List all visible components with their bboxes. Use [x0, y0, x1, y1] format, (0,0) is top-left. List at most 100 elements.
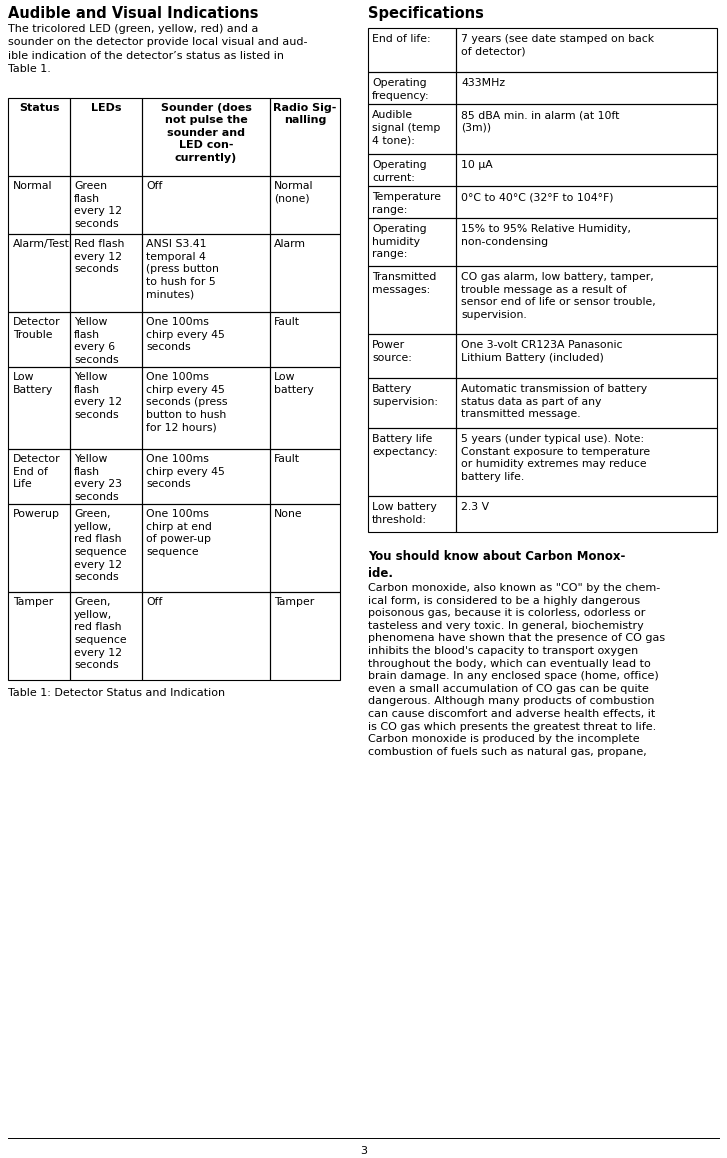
Text: Detector
End of
Life: Detector End of Life: [13, 454, 60, 490]
Text: is CO gas which presents the greatest threat to life.: is CO gas which presents the greatest th…: [368, 721, 656, 732]
Bar: [270, 176, 340, 234]
Bar: [456, 496, 717, 532]
Text: 85 dBA min. in alarm (at 10ft
(3m)): 85 dBA min. in alarm (at 10ft (3m)): [461, 110, 619, 133]
Text: 15% to 95% Relative Humidity,
non-condensing: 15% to 95% Relative Humidity, non-conden…: [461, 223, 631, 247]
Bar: [270, 449, 340, 504]
Bar: [142, 592, 270, 680]
Bar: [368, 266, 456, 334]
Bar: [368, 496, 456, 532]
Text: Radio Sig-
nalling: Radio Sig- nalling: [273, 103, 337, 125]
Text: Low battery
threshold:: Low battery threshold:: [372, 503, 437, 525]
Bar: [70, 592, 142, 680]
Text: can cause discomfort and adverse health effects, it: can cause discomfort and adverse health …: [368, 709, 655, 719]
Bar: [368, 378, 456, 428]
Text: Table 1: Detector Status and Indication: Table 1: Detector Status and Indication: [8, 688, 225, 698]
Text: Carbon monoxide is produced by the incomplete: Carbon monoxide is produced by the incom…: [368, 734, 640, 745]
Text: ANSI S3.41
temporal 4
(press button
to hush for 5
minutes): ANSI S3.41 temporal 4 (press button to h…: [146, 239, 219, 300]
Text: Status: Status: [19, 103, 59, 113]
Text: The tricolored LED (green, yellow, red) and a
sounder on the detector provide lo: The tricolored LED (green, yellow, red) …: [8, 24, 308, 74]
Bar: [70, 234, 142, 312]
Bar: [8, 449, 70, 504]
Text: Audible and Visual Indications: Audible and Visual Indications: [8, 6, 259, 21]
Text: Operating
current:: Operating current:: [372, 160, 427, 183]
Text: Alarm: Alarm: [274, 239, 306, 249]
Text: dangerous. Although many products of combustion: dangerous. Although many products of com…: [368, 696, 654, 706]
Text: One 100ms
chirp every 45
seconds: One 100ms chirp every 45 seconds: [146, 454, 225, 490]
Bar: [8, 312, 70, 367]
Bar: [70, 98, 142, 176]
Text: Operating
frequency:: Operating frequency:: [372, 78, 430, 101]
Text: 2.3 V: 2.3 V: [461, 503, 489, 512]
Text: brain damage. In any enclosed space (home, office): brain damage. In any enclosed space (hom…: [368, 672, 659, 681]
Bar: [368, 154, 456, 186]
Text: Power
source:: Power source:: [372, 340, 412, 362]
Text: CO gas alarm, low battery, tamper,
trouble message as a result of
sensor end of : CO gas alarm, low battery, tamper, troub…: [461, 272, 656, 320]
Text: One 3-volt CR123A Panasonic
Lithium Battery (included): One 3-volt CR123A Panasonic Lithium Batt…: [461, 340, 622, 362]
Bar: [270, 592, 340, 680]
Bar: [270, 234, 340, 312]
Bar: [142, 312, 270, 367]
Text: Powerup: Powerup: [13, 510, 60, 519]
Text: Off: Off: [146, 598, 162, 607]
Text: Green
flash
every 12
seconds: Green flash every 12 seconds: [74, 181, 122, 229]
Text: Red flash
every 12
seconds: Red flash every 12 seconds: [74, 239, 124, 274]
Text: even a small accumulation of CO gas can be quite: even a small accumulation of CO gas can …: [368, 684, 649, 694]
Bar: [8, 592, 70, 680]
Bar: [270, 312, 340, 367]
Text: 3: 3: [360, 1146, 367, 1156]
Text: Yellow
flash
every 6
seconds: Yellow flash every 6 seconds: [74, 317, 119, 365]
Bar: [70, 504, 142, 592]
Bar: [142, 504, 270, 592]
Bar: [456, 28, 717, 72]
Bar: [8, 234, 70, 312]
Text: Green,
yellow,
red flash
sequence
every 12
seconds: Green, yellow, red flash sequence every …: [74, 598, 126, 670]
Bar: [456, 154, 717, 186]
Text: Low
Battery: Low Battery: [13, 372, 53, 395]
Bar: [70, 367, 142, 449]
Bar: [142, 98, 270, 176]
Text: 5 years (under typical use). Note:
Constant exposure to temperature
or humidity : 5 years (under typical use). Note: Const…: [461, 434, 650, 482]
Text: Battery life
expectancy:: Battery life expectancy:: [372, 434, 438, 456]
Bar: [8, 176, 70, 234]
Text: Yellow
flash
every 23
seconds: Yellow flash every 23 seconds: [74, 454, 122, 501]
Bar: [456, 186, 717, 218]
Text: Fault: Fault: [274, 454, 300, 464]
Text: None: None: [274, 510, 302, 519]
Text: combustion of fuels such as natural gas, propane,: combustion of fuels such as natural gas,…: [368, 747, 647, 757]
Bar: [456, 72, 717, 104]
Text: LEDs: LEDs: [91, 103, 121, 113]
Text: Sounder (does
not pulse the
sounder and
LED con-
currently): Sounder (does not pulse the sounder and …: [161, 103, 252, 162]
Bar: [8, 504, 70, 592]
Bar: [456, 218, 717, 266]
Text: poisonous gas, because it is colorless, odorless or: poisonous gas, because it is colorless, …: [368, 608, 646, 618]
Text: One 100ms
chirp every 45
seconds: One 100ms chirp every 45 seconds: [146, 317, 225, 352]
Text: 7 years (see date stamped on back
of detector): 7 years (see date stamped on back of det…: [461, 34, 654, 57]
Text: Tamper: Tamper: [274, 598, 314, 607]
Bar: [270, 504, 340, 592]
Text: Automatic transmission of battery
status data as part of any
transmitted message: Automatic transmission of battery status…: [461, 384, 647, 419]
Text: Alarm/Test: Alarm/Test: [13, 239, 70, 249]
Text: Off: Off: [146, 181, 162, 191]
Bar: [368, 72, 456, 104]
Text: phenomena have shown that the presence of CO gas: phenomena have shown that the presence o…: [368, 633, 665, 644]
Bar: [70, 176, 142, 234]
Text: End of life:: End of life:: [372, 34, 430, 44]
Text: One 100ms
chirp every 45
seconds (press
button to hush
for 12 hours): One 100ms chirp every 45 seconds (press …: [146, 372, 228, 433]
Text: 433MHz: 433MHz: [461, 78, 505, 88]
Text: Operating
humidity
range:: Operating humidity range:: [372, 223, 427, 259]
Text: Normal: Normal: [13, 181, 52, 191]
Text: Detector
Trouble: Detector Trouble: [13, 317, 60, 339]
Bar: [142, 449, 270, 504]
Text: Tamper: Tamper: [13, 598, 53, 607]
Bar: [142, 367, 270, 449]
Bar: [70, 449, 142, 504]
Text: Carbon monoxide, also known as "CO" by the chem-: Carbon monoxide, also known as "CO" by t…: [368, 582, 660, 593]
Text: One 100ms
chirp at end
of power-up
sequence: One 100ms chirp at end of power-up seque…: [146, 510, 212, 557]
Text: You should know about Carbon Monox-
ide.: You should know about Carbon Monox- ide.: [368, 550, 625, 580]
Text: Transmitted
messages:: Transmitted messages:: [372, 272, 436, 294]
Bar: [270, 367, 340, 449]
Bar: [368, 428, 456, 496]
Text: 0°C to 40°C (32°F to 104°F): 0°C to 40°C (32°F to 104°F): [461, 192, 614, 201]
Text: Yellow
flash
every 12
seconds: Yellow flash every 12 seconds: [74, 372, 122, 420]
Text: 10 μA: 10 μA: [461, 160, 493, 170]
